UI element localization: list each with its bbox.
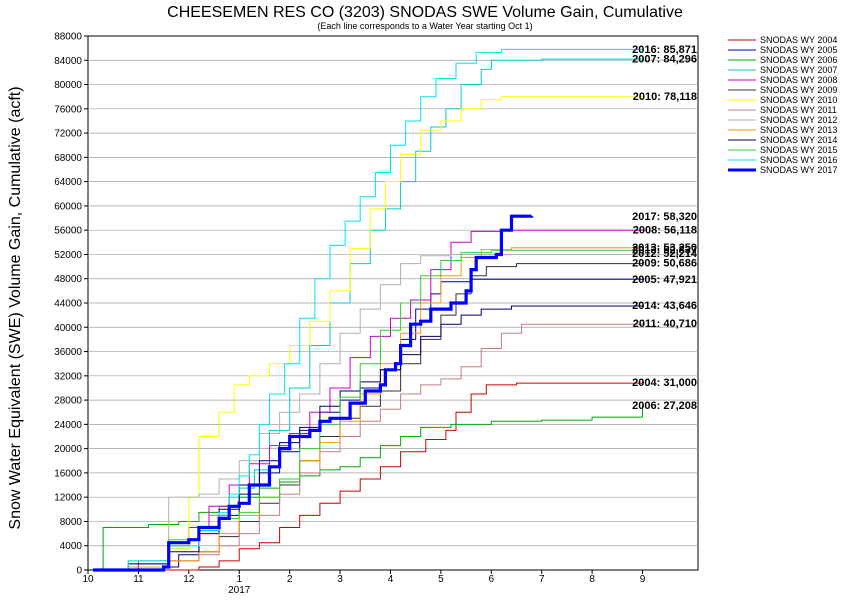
end-labels: 2004: 31,000 2005: 47,921 2006: 27,208 2007… (632, 44, 698, 412)
legend-label: SNODAS WY 2013 (760, 125, 837, 135)
gridlines (88, 59, 698, 547)
y-tick-label: 88000 (54, 32, 82, 43)
y-tick-label: 44000 (54, 299, 82, 310)
legend-label: SNODAS WY 2015 (760, 145, 837, 155)
y-tick-label: 80000 (54, 80, 82, 91)
legend-label: SNODAS WY 2016 (760, 155, 837, 165)
y-axis-label: Snow Water Equivalent (SWE) Volume Gain,… (7, 86, 24, 529)
end-label: 2006: 27,208 (632, 400, 697, 412)
x-tick-label: 7 (539, 574, 545, 585)
end-label: 2013: 52,837 (632, 244, 697, 256)
y-tick-label: 72000 (54, 129, 82, 140)
legend-label: SNODAS WY 2007 (760, 65, 837, 75)
x-tick-label: 10 (82, 574, 94, 585)
end-label: 2016: 85,871 (632, 44, 697, 56)
y-tick-label: 24000 (54, 420, 82, 431)
y-tick-label: 12000 (54, 493, 82, 504)
end-label: 2012: 52,214 (632, 248, 698, 260)
legend-label: SNODAS WY 2012 (760, 115, 837, 125)
y-tick-label: 8000 (60, 517, 83, 528)
x-tick-label: 12 (183, 574, 195, 585)
legend-label: SNODAS WY 2014 (760, 135, 837, 145)
end-label: 2010: 78,118 (633, 91, 697, 103)
x-tick-label: 11 (133, 574, 144, 585)
legend-label: SNODAS WY 2009 (760, 85, 837, 95)
legend-label: SNODAS WY 2017 (760, 165, 837, 175)
y-tick-label: 48000 (54, 274, 82, 285)
legend-label: SNODAS WY 2011 (760, 105, 837, 115)
x-tick-label: 4 (388, 574, 394, 585)
y-tick-label: 84000 (54, 56, 82, 67)
series-line-snodas-wy-2016 (93, 48, 643, 571)
series-lines (93, 48, 643, 572)
legend-label: SNODAS WY 2008 (760, 75, 837, 85)
y-tick-label: 16000 (54, 468, 82, 479)
y-tick-label: 28000 (54, 396, 82, 407)
chart-title: CHEESEMEN RES CO (3203) SNODAS SWE Volum… (167, 4, 683, 21)
x-tick-label: 1 (236, 574, 242, 585)
y-tick-label: 0 (76, 566, 82, 577)
end-label: 2004: 31,000 (632, 377, 697, 389)
legend-label: SNODAS WY 2006 (760, 55, 837, 65)
legend-label: SNODAS WY 2005 (760, 45, 837, 55)
chart-subtitle: (Each line corresponds to a Water Year s… (317, 21, 532, 31)
end-label: 2011: 40,710 (633, 318, 697, 330)
y-tick-label: 32000 (54, 371, 82, 382)
series-line-snodas-wy-2004 (93, 381, 643, 571)
y-tick-label: 20000 (54, 444, 82, 455)
end-label: 2008: 56,118 (633, 224, 697, 236)
y-tick-label: 76000 (54, 104, 82, 115)
y-axis: 0 4000 8000 12000 16000 20000 24000 28000 32000 3… (54, 32, 88, 577)
end-label: 2009: 50,686 (632, 257, 697, 269)
series-line-snodas-wy-2013 (93, 246, 643, 571)
y-tick-label: 36000 (54, 347, 82, 358)
end-label: 2007: 84,296 (632, 53, 697, 65)
series-line-snodas-wy-2012 (93, 253, 643, 571)
x-tick-label: 9 (640, 574, 646, 585)
end-label: 2017: 58,320 (632, 211, 697, 223)
y-tick-label: 68000 (54, 153, 82, 164)
legend-label: SNODAS WY 2010 (760, 95, 837, 105)
y-tick-label: 60000 (54, 201, 82, 212)
y-tick-label: 56000 (54, 226, 82, 237)
legend-label: SNODAS WY 2004 (760, 35, 837, 45)
y-tick-label: 52000 (54, 250, 82, 261)
series-line-snodas-wy-2017 (93, 214, 534, 572)
x-tick-label: 8 (589, 574, 595, 585)
x-tick-label: 6 (489, 574, 495, 585)
series-line-snodas-wy-2008 (93, 229, 643, 571)
y-tick-label: 64000 (54, 177, 82, 188)
x-tick-label: 3 (337, 574, 343, 585)
x-year-label: 2017 (228, 585, 251, 596)
y-tick-label: 4000 (60, 541, 83, 552)
end-label: 2013: 53,250 (632, 242, 697, 254)
y-tick-label: 40000 (54, 323, 82, 334)
end-label: 2005: 47,921 (632, 274, 697, 286)
x-tick-label: 2 (287, 574, 293, 585)
x-tick-label: 5 (438, 574, 444, 585)
end-label: 2014: 43,646 (632, 300, 697, 312)
